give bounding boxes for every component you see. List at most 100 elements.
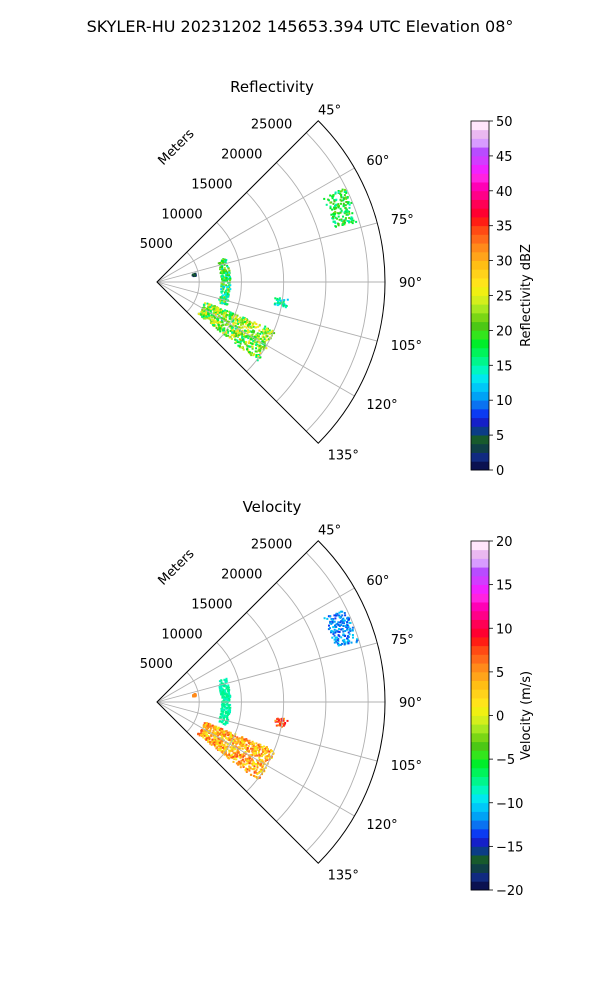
echo-pixel <box>209 737 211 740</box>
echo-pixel <box>207 317 210 320</box>
azimuth-tick-label: 60° <box>366 154 389 169</box>
echo-pixel <box>227 684 230 687</box>
echo-pixel <box>330 213 333 216</box>
echo-pixel <box>225 711 228 714</box>
echo-pixel <box>240 741 243 744</box>
azimuth-line <box>156 701 378 762</box>
echo-pixel <box>231 734 234 737</box>
echo-pixel <box>225 284 228 287</box>
echo-pixel <box>347 201 350 204</box>
echo-pixel <box>243 760 246 763</box>
echo-pixel <box>254 350 257 353</box>
echo-pixel <box>210 306 213 308</box>
echo-pixel <box>219 689 222 692</box>
echo-pixel <box>224 691 227 694</box>
echo-pixel <box>274 297 277 300</box>
reflectivity-panel: Reflectivity45°60°75°90°105°120°135°5000… <box>140 78 534 479</box>
colorbar-level <box>471 164 489 174</box>
echo-pixel <box>206 733 208 736</box>
echo-pixel <box>229 735 232 737</box>
echo-pixel <box>237 740 240 743</box>
echo-pixel <box>216 311 219 314</box>
echo-pixel <box>264 325 267 328</box>
echo-pixel <box>250 743 253 745</box>
echo-pixel <box>219 727 222 730</box>
echo-pixel <box>255 355 258 358</box>
echo-pixel <box>216 732 219 734</box>
echo-pixel <box>199 733 202 736</box>
echo-pixel <box>274 303 277 306</box>
echo-pixel <box>226 321 229 323</box>
echo-pixel <box>221 260 224 263</box>
echo-pixel <box>338 611 341 614</box>
echo-pixel <box>263 338 266 341</box>
echo-pixel <box>277 724 280 727</box>
echo-pixel <box>343 640 345 643</box>
echo-pixel <box>223 277 226 280</box>
echo-pixel <box>284 722 287 724</box>
echo-pixel <box>233 747 236 750</box>
echo-pixel <box>239 316 242 319</box>
echo-pixel <box>337 640 340 643</box>
echo-pixel <box>248 762 251 765</box>
echo-pixel <box>334 207 337 210</box>
echo-pixel <box>223 753 226 756</box>
echo-pixel <box>264 757 267 760</box>
echo-pixel <box>194 693 197 696</box>
echo-pixel <box>249 755 252 758</box>
echo-pixel <box>193 694 196 697</box>
colorbar-label: Reflectivity dBZ <box>519 244 534 347</box>
echo-pixel <box>331 195 334 198</box>
echo-pixel <box>240 323 242 326</box>
echo-pixel <box>341 188 344 191</box>
echo-pixel <box>255 746 258 749</box>
echo-pixel <box>225 680 228 683</box>
echo-pixel <box>335 625 338 628</box>
colorbar-level <box>471 382 489 392</box>
echo-pixel <box>258 756 261 759</box>
echo-pixel <box>255 333 258 336</box>
echo-pixel <box>275 299 278 301</box>
echo-pixel <box>221 715 224 718</box>
echo-pixel <box>238 737 241 740</box>
echo-pixel <box>256 336 259 339</box>
echo-pixel <box>258 324 261 327</box>
echo-pixel <box>261 751 264 753</box>
echo-pixel <box>243 341 246 344</box>
echo-pixel <box>234 745 237 748</box>
colorbar-tick-label: −20 <box>496 884 523 899</box>
azimuth-tick-label: 45° <box>318 523 341 538</box>
echo-pixel <box>252 745 255 748</box>
echo-pixel <box>211 738 214 741</box>
echo-pixel <box>276 304 279 307</box>
echo-pixel <box>217 262 220 265</box>
echo-pixel <box>241 338 244 341</box>
echo-pixel <box>220 716 223 719</box>
echo-pixel <box>225 753 227 756</box>
echo-pixel <box>221 728 224 731</box>
echo-pixel <box>339 211 342 214</box>
echo-pixel <box>219 267 222 270</box>
echo-pixel <box>209 308 212 311</box>
echo-pixel <box>223 300 226 303</box>
echo-pixel <box>220 739 223 742</box>
echo-pixel <box>221 708 224 711</box>
echo-pixel <box>221 695 224 698</box>
echo-pixel <box>254 775 256 778</box>
colorbar-level <box>471 593 489 603</box>
echo-pixel <box>333 628 336 631</box>
echo-pixel <box>343 638 346 641</box>
echo-pixel <box>226 718 229 721</box>
echo-pixel <box>219 262 222 265</box>
echo-pixel <box>207 738 210 741</box>
echo-pixel <box>232 757 235 760</box>
colorbar-level <box>471 881 489 891</box>
echo-pixel <box>346 627 349 630</box>
echo-pixel <box>243 738 246 741</box>
echo-pixel <box>346 621 349 624</box>
echo-pixel <box>246 319 249 322</box>
echo-pixel <box>347 636 350 639</box>
echo-pixel <box>241 334 244 337</box>
echo-pixel <box>253 341 256 344</box>
range-tick-label: 10000 <box>161 627 202 642</box>
